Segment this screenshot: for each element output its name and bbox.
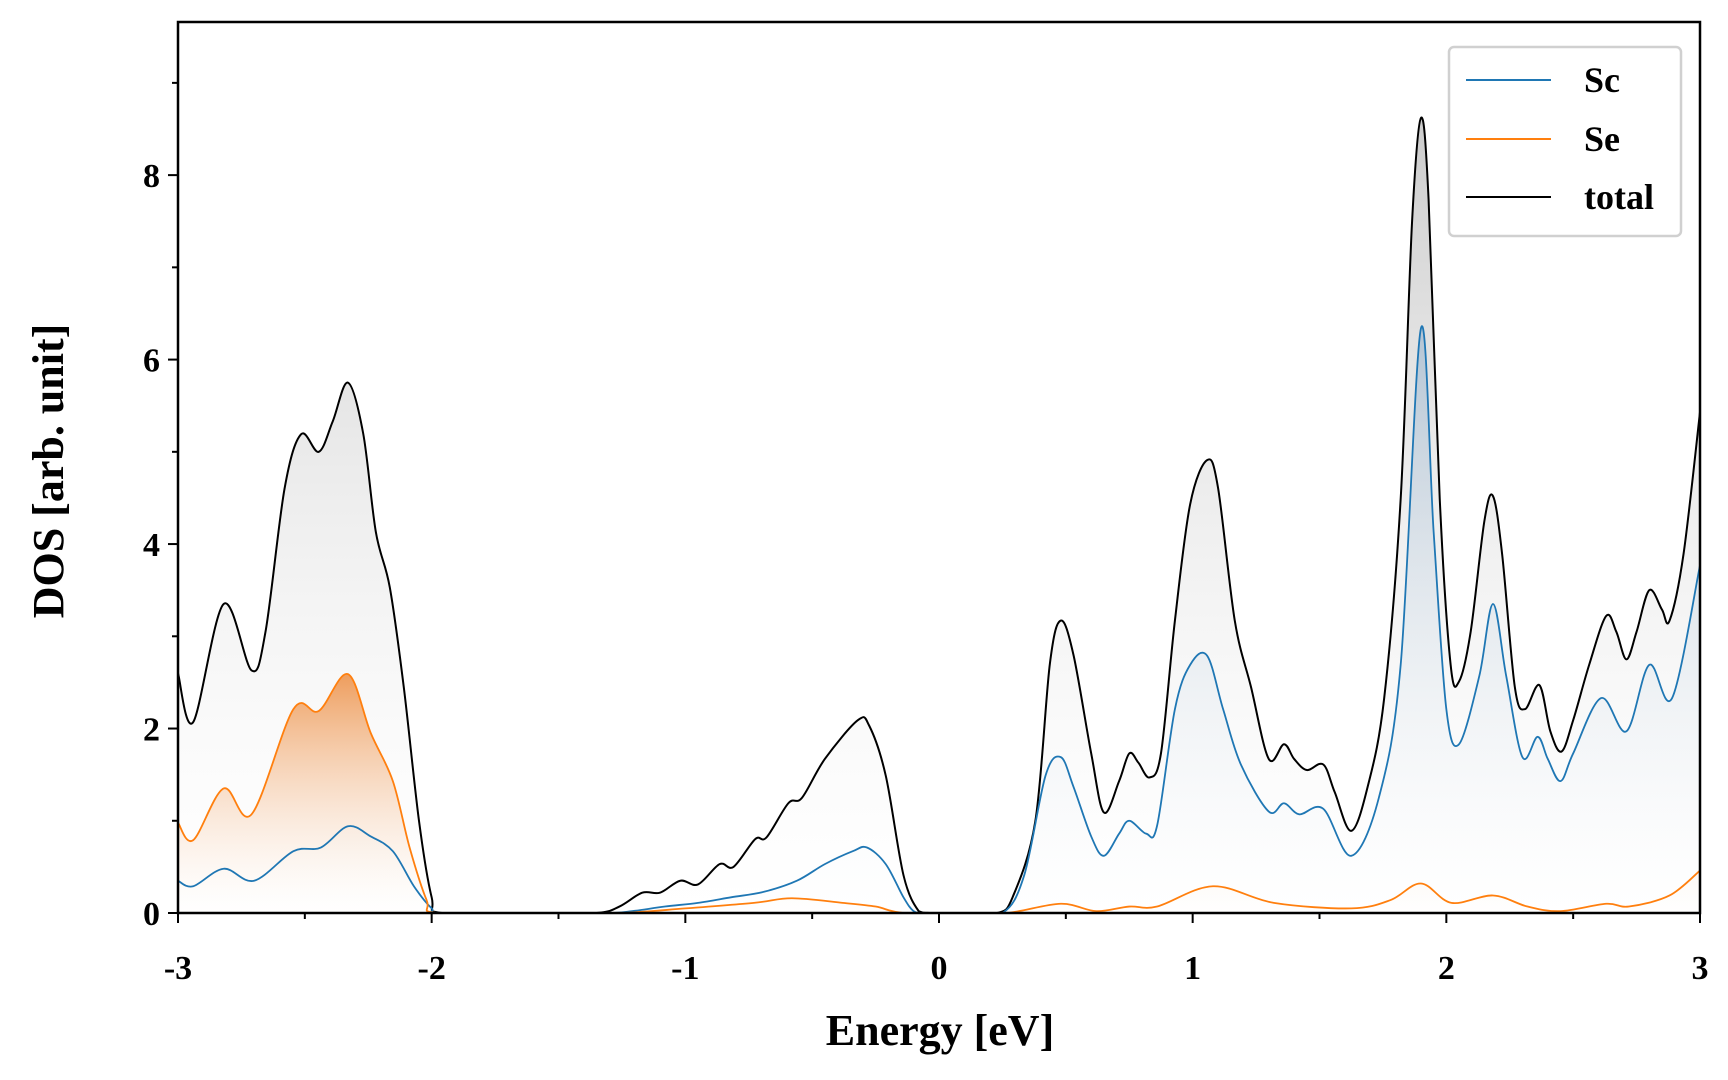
x-tick-label: 3 <box>1692 950 1709 987</box>
fill-se <box>178 673 1700 913</box>
legend-label-sc: Sc <box>1584 60 1620 100</box>
y-tick-label: 8 <box>143 158 160 195</box>
y-tick-label: 4 <box>143 527 160 564</box>
x-tick-label: 2 <box>1438 950 1455 987</box>
x-tick-label: 1 <box>1184 950 1201 987</box>
legend-label-se: Se <box>1584 119 1620 159</box>
line-total <box>178 116 1700 913</box>
x-axis-label: Energy [eV] <box>826 1006 1055 1055</box>
line-sc <box>178 325 1700 913</box>
y-tick-label: 0 <box>143 896 160 933</box>
y-axis-label: DOS [arb. unit] <box>24 324 73 619</box>
legend-box <box>1447 45 1683 238</box>
x-tick-label: 0 <box>931 950 948 987</box>
legend: Sc Se total <box>1447 45 1683 238</box>
x-tick-label: -2 <box>418 950 446 987</box>
line-se <box>178 673 1700 913</box>
x-tick-label: -1 <box>671 950 699 987</box>
y-tick-label: 2 <box>143 712 160 749</box>
y-tick-label: 6 <box>143 343 160 380</box>
legend-label-total: total <box>1584 177 1654 217</box>
x-tick-label: -3 <box>164 950 192 987</box>
